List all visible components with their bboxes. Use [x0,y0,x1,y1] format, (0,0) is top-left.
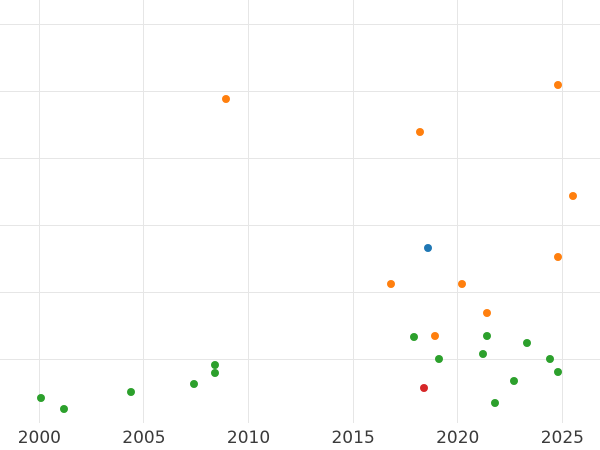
scatter-point-green [434,354,443,363]
scatter-point-orange [554,81,563,90]
scatter-point-orange [457,279,466,288]
scatter-point-green [60,404,69,413]
gridline-vertical [143,0,145,423]
gridline-horizontal [0,91,600,93]
scatter-point-green [554,368,563,377]
scatter-point-orange [554,252,563,261]
x-tick-label: 2005 [122,428,166,448]
scatter-point-orange [568,191,577,200]
x-tick-label: 2015 [331,428,375,448]
scatter-point-orange [386,280,395,289]
scatter-point-green [510,376,519,385]
gridline-vertical [248,0,250,423]
scatter-point-green [37,394,46,403]
gridline-horizontal [0,158,600,160]
scatter-point-green [491,398,500,407]
gridline-horizontal [0,225,600,227]
scatter-point-green [127,388,136,397]
scatter-point-red [420,384,429,393]
scatter-point-green [522,338,531,347]
x-tick-label: 2025 [540,428,584,448]
scatter-point-green [409,332,418,341]
gridline-vertical [352,0,354,423]
scatter-point-orange [430,331,439,340]
x-tick-label: 2010 [226,428,271,448]
x-tick-label: 2020 [436,428,480,448]
scatter-point-orange [416,128,425,137]
gridline-horizontal [0,24,600,26]
scatter-point-orange [483,309,492,318]
x-tick-label: 2000 [17,428,61,448]
scatter-point-blue [424,244,433,253]
scatter-point-green [190,380,199,389]
scatter-point-green [478,349,487,358]
plot-area [0,0,600,423]
scatter-point-green [211,361,220,370]
scatter-point-green [211,368,220,377]
scatter-point-green [483,331,492,340]
gridline-vertical [457,0,459,423]
gridline-horizontal [0,359,600,361]
scatter-point-green [545,355,554,364]
gridline-horizontal [0,292,600,294]
gridline-vertical [38,0,40,423]
scatter-point-orange [221,94,230,103]
gridline-vertical [561,0,563,423]
